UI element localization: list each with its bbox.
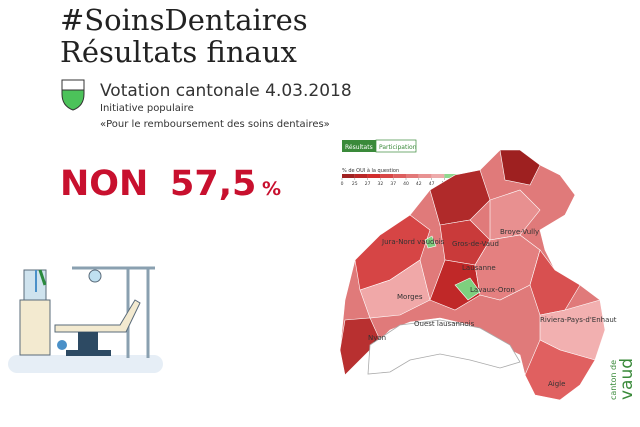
logo-text: canton de (609, 360, 618, 400)
result-share: 57,5 (170, 164, 256, 204)
vote-question: «Pour le remboursement des soins dentair… (100, 119, 330, 130)
legend-swatch (354, 174, 368, 178)
legend-tick-label: 40 (403, 181, 409, 187)
result-unit: % (262, 178, 281, 200)
logo: canton de vaud (609, 358, 637, 400)
tab-label[interactable]: Résultats (345, 144, 373, 151)
district-label: Ouest lausannois (414, 320, 475, 328)
legend-tick-label: 0 (341, 181, 344, 187)
district-label: Morges (397, 293, 423, 301)
legend-swatch (380, 174, 394, 178)
legend-swatch (367, 174, 381, 178)
map-labels: Jura-Nord vaudois Gros-de-VaudBroye-Vully… (368, 228, 617, 388)
district-label: Broye-Vully (500, 228, 539, 236)
title: Résultats finaux (60, 35, 297, 69)
map (339, 149, 606, 401)
legend-swatch (418, 174, 432, 178)
legend-tick-label: 27 (365, 181, 371, 187)
district-label: Nyon (368, 334, 386, 342)
legend-tick-label: 32 (378, 181, 384, 187)
tab[interactable] (375, 139, 417, 153)
legend-swatch (393, 174, 406, 178)
district-label: Aigle (548, 380, 565, 388)
legend-tick-label: 47 (429, 181, 435, 187)
legend-tick-label: 25 (352, 181, 358, 187)
legend-title: % de OUI à la question (342, 167, 399, 174)
tab[interactable] (342, 140, 376, 152)
result-answer: NON (60, 164, 148, 204)
vote-kind: Initiative populaire (100, 103, 194, 114)
district-label: Lavaux-Oron (470, 286, 515, 294)
legend-tick-label: 42 (416, 181, 422, 187)
vote-title: Votation cantonale 4.03.2018 (100, 81, 352, 101)
shield-icon (61, 79, 85, 111)
title: #SoinsDentaires (60, 3, 308, 37)
logo-text: vaud (617, 358, 637, 400)
district-label: Gros-de-Vaud (452, 240, 499, 248)
legend-tick-label: 37 (390, 181, 396, 187)
legend-swatch (406, 174, 419, 178)
district-label: Riviera-Pays-d'Enhaut (540, 316, 617, 324)
legend-swatch (342, 174, 355, 178)
district-label: Lausanne (462, 264, 496, 272)
tab-label[interactable]: Participation (379, 144, 417, 151)
dental-illustration (8, 266, 163, 373)
legend-swatch (444, 174, 458, 178)
legend-swatch (431, 174, 445, 178)
district-label: Jura-Nord vaudois (381, 238, 445, 246)
